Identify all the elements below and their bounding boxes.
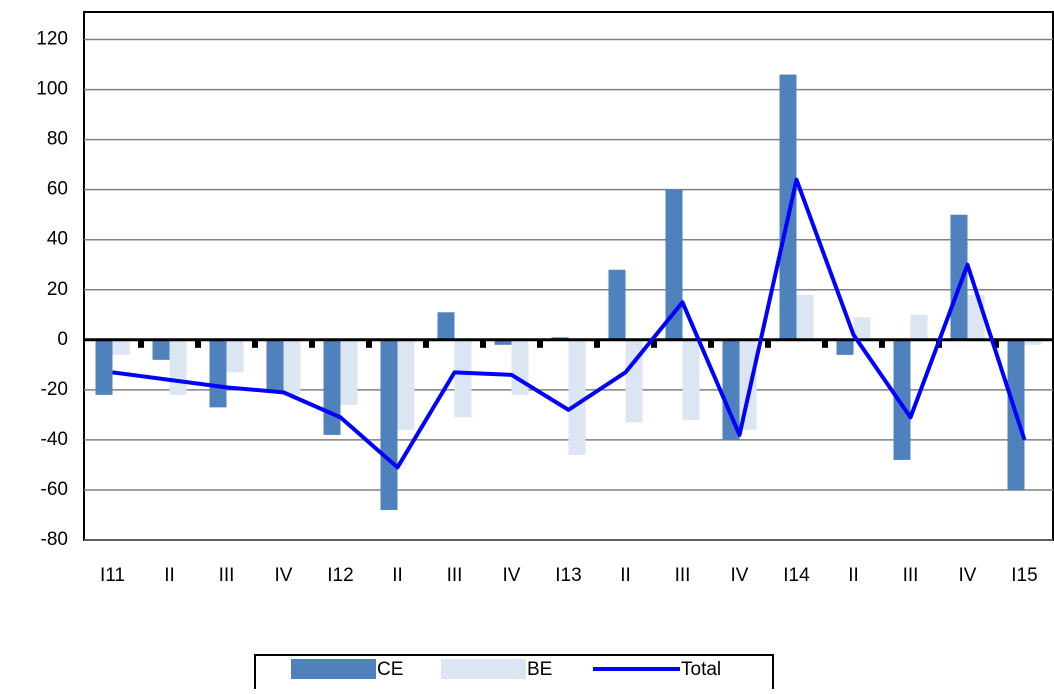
x-tick-label: II: [848, 565, 859, 586]
y-tick-label: -80: [41, 529, 68, 550]
legend-label: CE: [377, 659, 403, 680]
bar: [665, 189, 683, 340]
category-tick: [708, 339, 714, 348]
bar: [625, 339, 643, 423]
bar: [836, 339, 854, 355]
category-tick: [309, 339, 315, 348]
legend-label: BE: [527, 659, 552, 680]
category-tick: [366, 339, 372, 348]
bar: [608, 269, 626, 340]
y-tick-label: -20: [41, 379, 68, 400]
bar: [454, 339, 472, 418]
x-tick-label: I11: [100, 565, 125, 586]
x-tick-label: IV: [503, 565, 521, 586]
x-tick-label: I13: [555, 565, 581, 586]
line: [112, 177, 1027, 470]
y-tick-label: 60: [47, 179, 68, 200]
category-tick: [822, 339, 828, 348]
legend-swatch: [441, 659, 526, 679]
x-tick-label: II: [392, 565, 403, 586]
y-tick-label: 40: [47, 229, 68, 250]
y-tick-label: 120: [36, 29, 68, 50]
x-tick-label: II: [164, 565, 175, 586]
bar: [967, 294, 985, 340]
bar: [494, 339, 512, 345]
category-tick: [594, 339, 600, 348]
category-tick: [879, 339, 885, 348]
bar: [112, 339, 130, 355]
category-tick: [537, 339, 543, 348]
bar: [796, 294, 814, 340]
x-tick-label: III: [903, 565, 919, 586]
bar: [893, 339, 911, 460]
bar: [340, 339, 358, 405]
legend-label: Total: [681, 659, 721, 680]
legend-swatch: [291, 659, 376, 679]
bar: [779, 74, 797, 340]
bar: [169, 339, 187, 395]
category-tick: [138, 339, 144, 348]
x-tick-label: II: [620, 565, 631, 586]
bar: [397, 339, 415, 430]
bar: [209, 339, 227, 408]
x-tick-label: IV: [275, 565, 293, 586]
x-tick-label: IV: [959, 565, 977, 586]
plot-frame: [83, 11, 1054, 541]
bar: [722, 339, 740, 440]
category-tick: [252, 339, 258, 348]
category-tick: [765, 339, 771, 348]
bar: [380, 339, 398, 510]
bar: [568, 339, 586, 455]
category-tick: [651, 339, 657, 348]
bar: [283, 339, 301, 395]
x-tick-label: IV: [731, 565, 749, 586]
bar: [1024, 339, 1042, 345]
bar: [437, 312, 455, 340]
y-tick-label: 100: [36, 79, 68, 100]
y-tick-label: -40: [41, 429, 68, 450]
bar: [853, 317, 871, 340]
y-tick-label: -60: [41, 479, 68, 500]
bar: [682, 339, 700, 420]
x-tick-label: I14: [783, 565, 810, 586]
category-tick: [993, 339, 999, 348]
x-tick-label: I15: [1011, 565, 1037, 586]
category-tick: [195, 339, 201, 348]
x-tick-label: III: [219, 565, 235, 586]
bar: [910, 314, 928, 340]
bar: [266, 339, 284, 390]
x-tick-label: I12: [327, 565, 353, 586]
y-tick-label: 80: [47, 129, 68, 150]
category-tick: [423, 339, 429, 348]
bar: [95, 339, 113, 395]
bar: [511, 339, 529, 395]
x-tick-label: III: [675, 565, 691, 586]
x-tick-label: III: [447, 565, 463, 586]
y-tick-label: 20: [47, 279, 68, 300]
bar: [226, 339, 244, 373]
bar: [152, 339, 170, 360]
bar: [323, 339, 341, 435]
category-tick: [480, 339, 486, 348]
y-tick-label: 0: [57, 329, 68, 350]
bar: [950, 214, 968, 340]
